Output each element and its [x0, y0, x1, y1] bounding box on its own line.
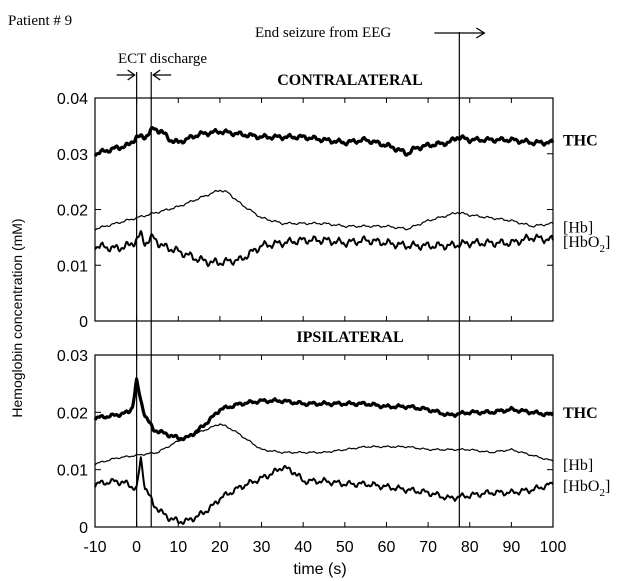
x-tick-label: 40	[294, 539, 312, 556]
x-tick-label: 30	[253, 539, 271, 556]
end-seizure-label: End seizure from EEG	[255, 25, 391, 41]
series-line-thc	[93, 377, 554, 442]
y-tick-label: 0	[79, 520, 88, 537]
y-tick-label: 0	[79, 314, 88, 331]
x-tick-label: -10	[83, 539, 106, 556]
y-tick-label: 0.03	[57, 147, 88, 164]
patient-label: Patient # 9	[8, 13, 72, 29]
y-tick-label: 0.02	[57, 203, 88, 220]
series-line-hbo2	[94, 230, 554, 268]
x-tick-label: 80	[461, 539, 479, 556]
x-tick-label: 20	[211, 539, 229, 556]
series-label-thc: THC	[563, 133, 598, 150]
series-label-hbo2: [HbO2]	[563, 478, 610, 499]
series-line-hb	[94, 423, 554, 466]
panel-title: CONTRALATERAL	[277, 72, 423, 89]
ect-discharge-label: ECT discharge	[118, 51, 207, 67]
series-label-hbo2: [HbO2]	[563, 234, 610, 255]
ect-arrowhead-left	[127, 69, 136, 81]
series-label-hb: [Hb]	[563, 219, 593, 236]
ect-arrowhead-right	[152, 69, 161, 81]
x-tick-label: 100	[540, 539, 567, 556]
panel-ipsilateral: 0 0.01 0.02 0.03 -10 0 10 20 30 40 50 60 70 80 90 100 IP…	[57, 329, 610, 556]
panel-contralateral: 0 0.01 0.02 0.03 0.04 CONTRALATERAL THC [Hb][Hb…	[57, 72, 610, 331]
y-axis-label: Hemoglobin concentration (mM)	[9, 218, 25, 417]
x-tick-label: 90	[502, 539, 520, 556]
x-tick-label: 0	[132, 539, 141, 556]
plot-frame	[94, 354, 554, 528]
y-tick-label: 0.01	[57, 463, 88, 480]
y-tick-label: 0.03	[57, 348, 88, 365]
x-tick-label: 50	[336, 539, 354, 556]
y-tick-label: 0.02	[57, 405, 88, 422]
series-line-thc	[93, 125, 555, 157]
end-seizure-arrowhead	[475, 27, 486, 39]
x-tick-label: 60	[378, 539, 396, 556]
y-tick-label: 0.04	[57, 91, 88, 108]
x-tick-label: 10	[169, 539, 187, 556]
series-line-hbo2	[94, 456, 554, 525]
y-tick-label: 0.01	[57, 258, 88, 275]
x-axis-label: time (s)	[293, 561, 346, 578]
series-label-hb: [Hb]	[563, 457, 593, 474]
x-tick-label: 70	[419, 539, 437, 556]
series-line-hb	[94, 189, 554, 231]
series-label-thc: THC	[563, 405, 598, 422]
panel-title: IPSILATERAL	[296, 329, 403, 346]
